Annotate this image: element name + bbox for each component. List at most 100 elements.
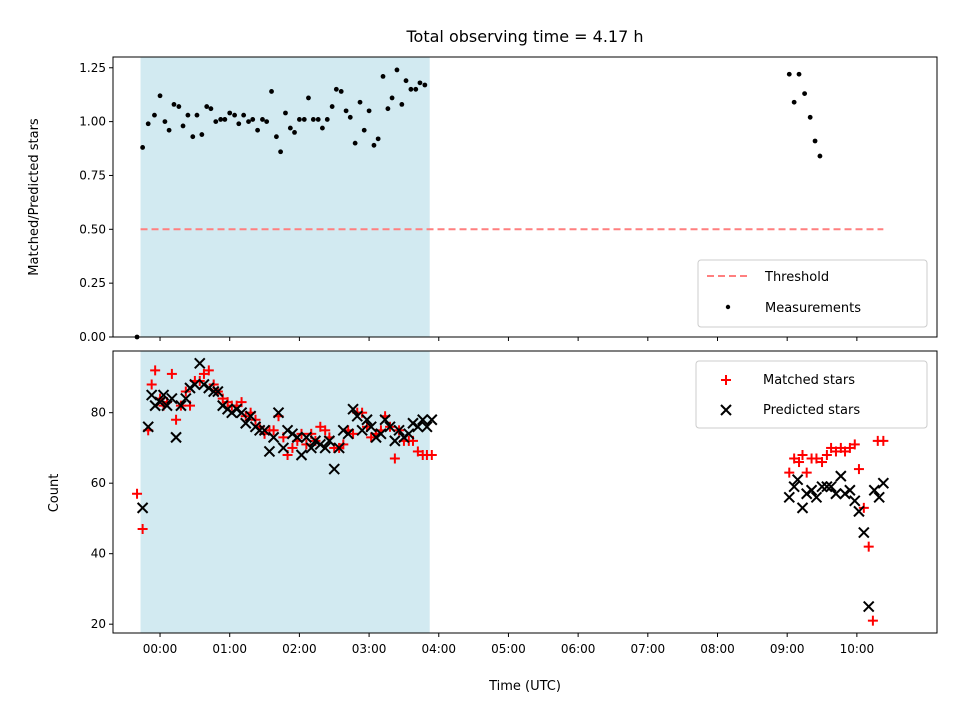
count-observing-span xyxy=(140,351,430,633)
ratio-y-tick-label: 0.50 xyxy=(79,222,106,236)
measurement-point xyxy=(287,125,293,131)
count-x-tick-label: 00:00 xyxy=(143,642,178,656)
measurement-point xyxy=(422,82,428,88)
predicted-star-point xyxy=(816,481,828,493)
measurement-point xyxy=(352,140,358,146)
measurement-point xyxy=(394,67,400,73)
ratio-y-ticks: 0.00 0.25 0.50 0.75 1.00 1.25 xyxy=(79,61,113,344)
count-x-ticks: 00:00 01:00 02:00 03:00 04:00 05:00 06:00 07:00… xyxy=(143,633,874,656)
predicted-star-point xyxy=(877,477,890,489)
predicted-star-point xyxy=(412,421,424,433)
measurement-point xyxy=(380,73,386,79)
predicted-star-point xyxy=(849,495,861,507)
predicted-star-point xyxy=(783,491,795,503)
predicted-legend-swatch xyxy=(720,404,732,416)
predicted-star-point xyxy=(323,435,336,447)
predicted-star-point xyxy=(361,414,373,426)
predicted-star-point xyxy=(157,389,170,401)
measurement-point xyxy=(399,101,405,107)
ratio-observing-span xyxy=(140,57,430,337)
predicted-star-point xyxy=(154,396,166,408)
count-x-tick-label: 03:00 xyxy=(352,642,387,656)
predicted-star-point xyxy=(389,435,401,447)
matched-star-point xyxy=(348,428,359,439)
measurement-point xyxy=(324,117,330,122)
measurement-point xyxy=(222,117,228,122)
matched-legend-label: Matched stars xyxy=(763,373,855,388)
predicted-star-point xyxy=(873,491,885,503)
measurement-point xyxy=(241,112,247,118)
measurement-point xyxy=(199,132,205,137)
measurement-point xyxy=(333,86,339,92)
predicted-star-point xyxy=(830,488,842,500)
threshold-legend-label: Threshold xyxy=(764,270,829,285)
matched-star-point xyxy=(878,435,889,446)
measurement-point xyxy=(306,95,311,101)
matched-star-point xyxy=(268,425,279,436)
measurement-point xyxy=(246,119,251,125)
matched-star-point xyxy=(132,488,143,499)
predicted-star-point xyxy=(796,502,809,514)
matched-star-point xyxy=(853,464,864,475)
measurement-point xyxy=(213,119,219,125)
measurement-point xyxy=(375,136,381,142)
ratio-y-tick-label: 0.75 xyxy=(79,168,106,182)
ratio-x-ticks xyxy=(159,337,858,341)
predicted-star-point xyxy=(235,406,248,419)
predicted-star-point xyxy=(253,424,266,437)
matched-star-point xyxy=(137,524,148,535)
count-y-tick-label: 40 xyxy=(91,547,106,561)
measurement-point xyxy=(278,149,283,155)
count-x-tick-label: 01:00 xyxy=(212,642,247,656)
matched-star-point xyxy=(389,453,400,464)
predicted-star-point xyxy=(825,481,837,493)
predicted-star-point xyxy=(300,431,313,444)
predicted-star-point xyxy=(263,445,276,458)
measurement-point xyxy=(185,112,191,118)
count-marks xyxy=(132,357,890,626)
measurement-point xyxy=(417,80,423,86)
predicted-star-point xyxy=(258,424,271,437)
measurement-point xyxy=(292,129,297,135)
predicted-star-point xyxy=(791,473,804,486)
predicted-star-point xyxy=(212,385,224,398)
predicted-star-point xyxy=(175,399,187,412)
predicted-star-point xyxy=(136,502,149,514)
matched-star-point xyxy=(146,379,157,390)
measurement-point xyxy=(366,108,372,114)
predicted-star-point xyxy=(267,431,280,444)
measurement-point xyxy=(162,119,168,125)
matched-star-point xyxy=(817,457,828,468)
matched-star-point xyxy=(867,615,878,626)
predicted-star-point xyxy=(272,406,285,419)
count-y-ticks: 20 40 60 80 xyxy=(91,406,113,631)
measurement-point xyxy=(140,145,146,150)
measurement-point xyxy=(269,89,274,94)
predicted-star-point xyxy=(351,410,363,422)
measurement-point xyxy=(260,117,265,122)
predicted-star-point xyxy=(365,421,377,433)
measurements-legend-label: Measurements xyxy=(765,301,861,316)
predicted-star-point xyxy=(858,526,870,539)
matched-star-point xyxy=(287,442,298,453)
predicted-star-point xyxy=(295,449,308,461)
matched-star-point xyxy=(320,425,331,436)
measurement-point xyxy=(338,89,344,94)
count-x-tick-label: 02:00 xyxy=(282,642,317,656)
measurement-point xyxy=(283,110,288,116)
measurement-point xyxy=(176,104,182,109)
measurement-point xyxy=(232,112,237,118)
measurement-point xyxy=(796,71,802,77)
measurement-point xyxy=(157,93,163,99)
count-y-axis-label: Count xyxy=(47,474,62,513)
measurement-point xyxy=(194,112,200,118)
count-panel: Count Time (UTC) 20 40 60 80 00:00 01:00 02:0… xyxy=(47,350,938,694)
measurement-point xyxy=(408,86,414,92)
matched-star-point xyxy=(784,467,795,478)
measurement-point xyxy=(786,71,792,77)
predicted-star-point xyxy=(356,424,368,437)
chart-title: Total observing time = 4.17 h xyxy=(405,27,643,46)
count-x-tick-label: 10:00 xyxy=(840,642,875,656)
measurement-point xyxy=(274,134,279,140)
